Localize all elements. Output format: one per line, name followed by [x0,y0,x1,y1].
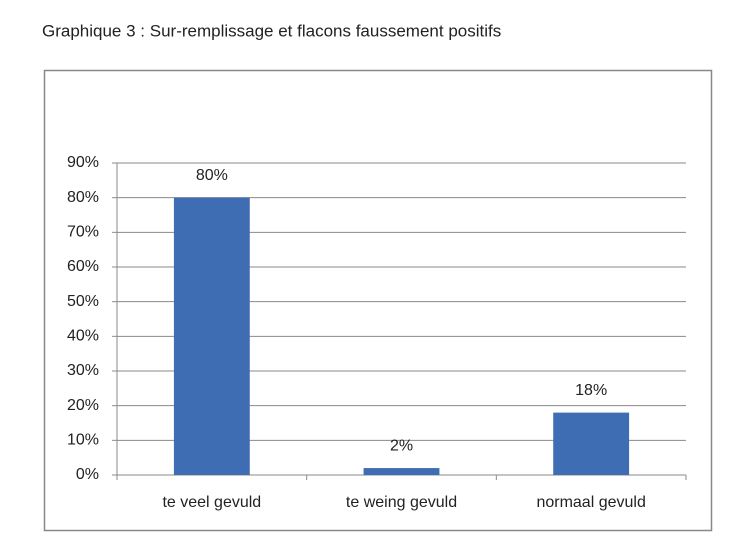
bar [553,412,630,475]
y-tick-label: 80% [67,189,99,206]
y-tick-label: 0% [76,466,99,483]
y-tick-label: 90% [67,154,99,171]
y-tick-label: 40% [67,328,99,345]
y-tick-label: 60% [67,258,99,275]
data-label: 80% [196,167,228,184]
y-tick-label: 20% [67,397,99,414]
y-tick-label: 30% [67,362,99,379]
chart-title: Graphique 3 : Sur-remplissage et flacons… [42,21,501,40]
x-tick-label: te weing gevuld [346,494,457,511]
data-label: 18% [575,382,607,399]
bar [173,197,250,475]
y-tick-label: 50% [67,293,99,310]
bar [363,468,440,475]
x-tick-label: te veel gevuld [162,494,261,511]
x-tick-label: normaal gevuld [536,494,645,511]
y-tick-label: 70% [67,224,99,241]
data-label: 2% [390,437,413,454]
chart-frame [43,69,713,532]
y-tick-label: 10% [67,432,99,449]
